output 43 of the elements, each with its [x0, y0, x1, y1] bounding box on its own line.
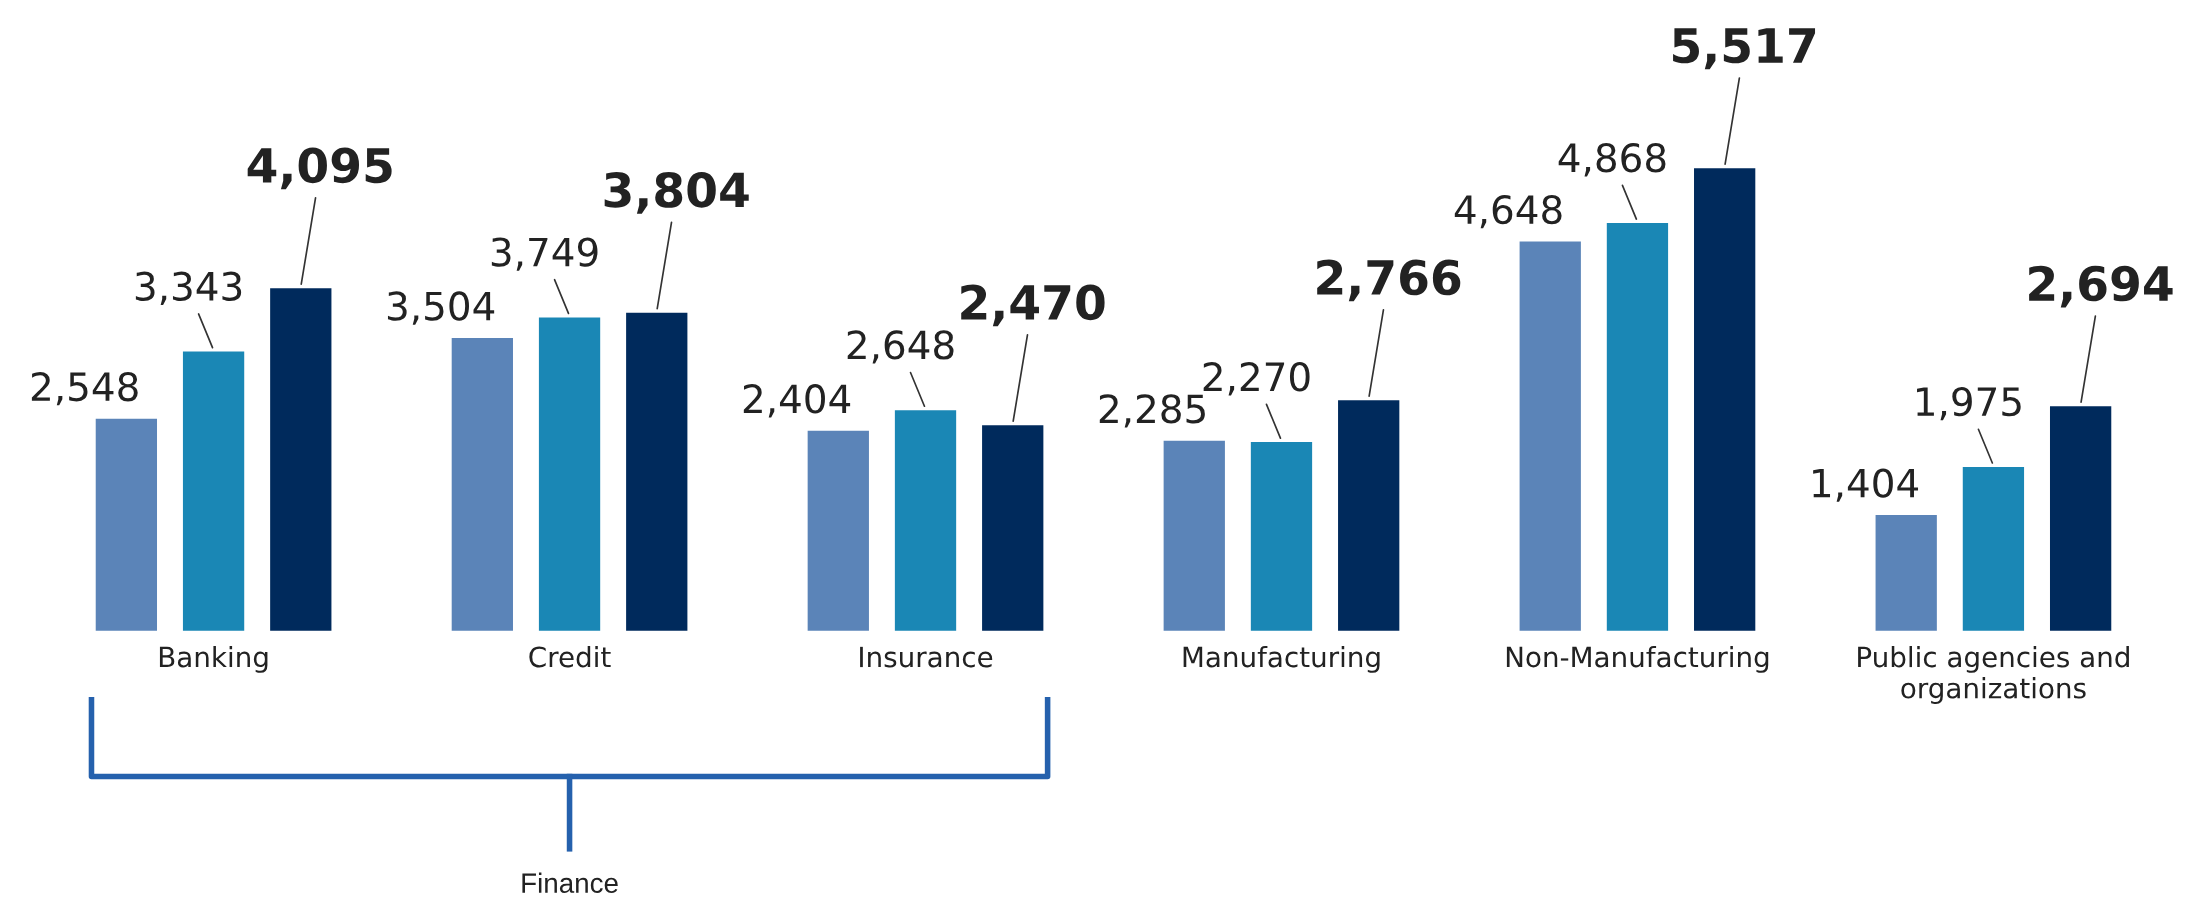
- x-tick-label: Manufacturing: [1183, 645, 1380, 673]
- x-tick-label: Credit: [529, 645, 611, 668]
- data-label: 2,548: [31, 371, 138, 406]
- bar: [1160, 438, 1228, 633]
- bar: [1691, 165, 1759, 633]
- data-label: 2,404: [743, 384, 851, 418]
- bar: [536, 314, 603, 633]
- data-label: 5,517: [1673, 28, 1816, 70]
- bar: [448, 335, 516, 633]
- data-label: 3,343: [135, 271, 242, 305]
- bar: [623, 309, 691, 633]
- data-label: 4,095: [247, 147, 392, 190]
- data-label: 3,804: [604, 172, 749, 214]
- data-label: 3,504: [387, 291, 495, 325]
- x-tick-label: Banking: [159, 645, 268, 673]
- data-label: 1,975: [1917, 386, 2021, 421]
- data-label: 3,749: [491, 237, 598, 271]
- bar: [804, 428, 872, 633]
- data-label: 2,285: [1099, 394, 1205, 428]
- bar: [1248, 439, 1315, 633]
- bar: [1604, 220, 1671, 633]
- data-label: 2,270: [1203, 362, 1310, 396]
- data-label: 2,470: [961, 284, 1105, 327]
- data-label: 2,694: [2029, 265, 2173, 308]
- bar: [979, 422, 1047, 633]
- data-label: 1,404: [1813, 468, 1919, 502]
- x-tick-label: Non-Manufacturing: [1506, 645, 1769, 673]
- data-label: 4,868: [1558, 143, 1666, 177]
- bar: [1335, 397, 1403, 633]
- bar: [892, 407, 959, 633]
- x-tick-label: Insurance: [860, 646, 993, 668]
- bar: [92, 415, 160, 633]
- data-label: 2,766: [1317, 259, 1461, 302]
- text: Finance: [522, 872, 618, 893]
- data-label: 4,648: [1454, 194, 1562, 229]
- bar: [180, 348, 248, 633]
- x-tick-label: Public agencies and organizations: [1858, 645, 2129, 704]
- data-label: 2,648: [847, 330, 954, 364]
- bar: [1516, 238, 1584, 633]
- bar: [1872, 512, 1940, 633]
- bar: [1959, 464, 2027, 633]
- bar: [267, 285, 335, 633]
- bar: [2047, 403, 2115, 633]
